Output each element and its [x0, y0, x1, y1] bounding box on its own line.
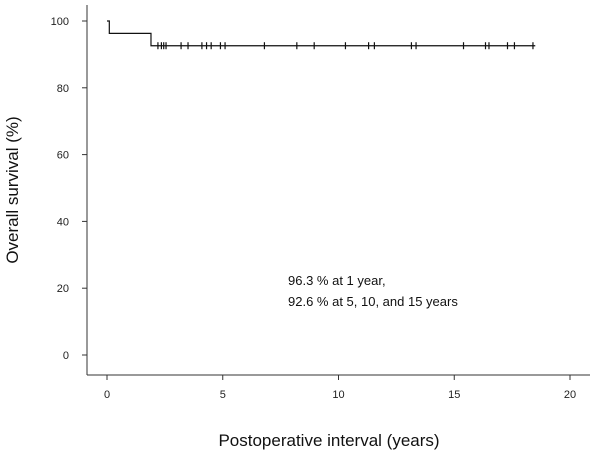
y-axis-title: Overall survival (%) — [3, 116, 22, 263]
y-tick-label: 60 — [57, 150, 69, 162]
y-tick-label: 0 — [63, 350, 69, 362]
axes — [86, 5, 590, 376]
x-axis-title: Postoperative interval (years) — [218, 431, 439, 450]
y-tick-label: 100 — [51, 16, 69, 28]
y-ticks: 0 20 40 60 80 100 — [51, 16, 87, 362]
x-tick-label: 20 — [564, 389, 576, 401]
survival-curve — [107, 20, 536, 47]
x-tick-label: 15 — [448, 389, 460, 401]
y-tick-label: 40 — [57, 216, 69, 228]
plot-area — [107, 20, 536, 50]
x-tick-label: 10 — [332, 389, 344, 401]
y-tick-label: 80 — [57, 83, 69, 95]
annotation-line-2: 92.6 % at 5, 10, and 15 years — [288, 294, 458, 309]
x-tick-label: 5 — [220, 389, 226, 401]
y-tick-label: 20 — [57, 283, 69, 295]
annotation-line-1: 96.3 % at 1 year, — [288, 273, 386, 288]
x-ticks: 0 5 10 15 20 — [104, 375, 576, 401]
x-tick-label: 0 — [104, 389, 110, 401]
